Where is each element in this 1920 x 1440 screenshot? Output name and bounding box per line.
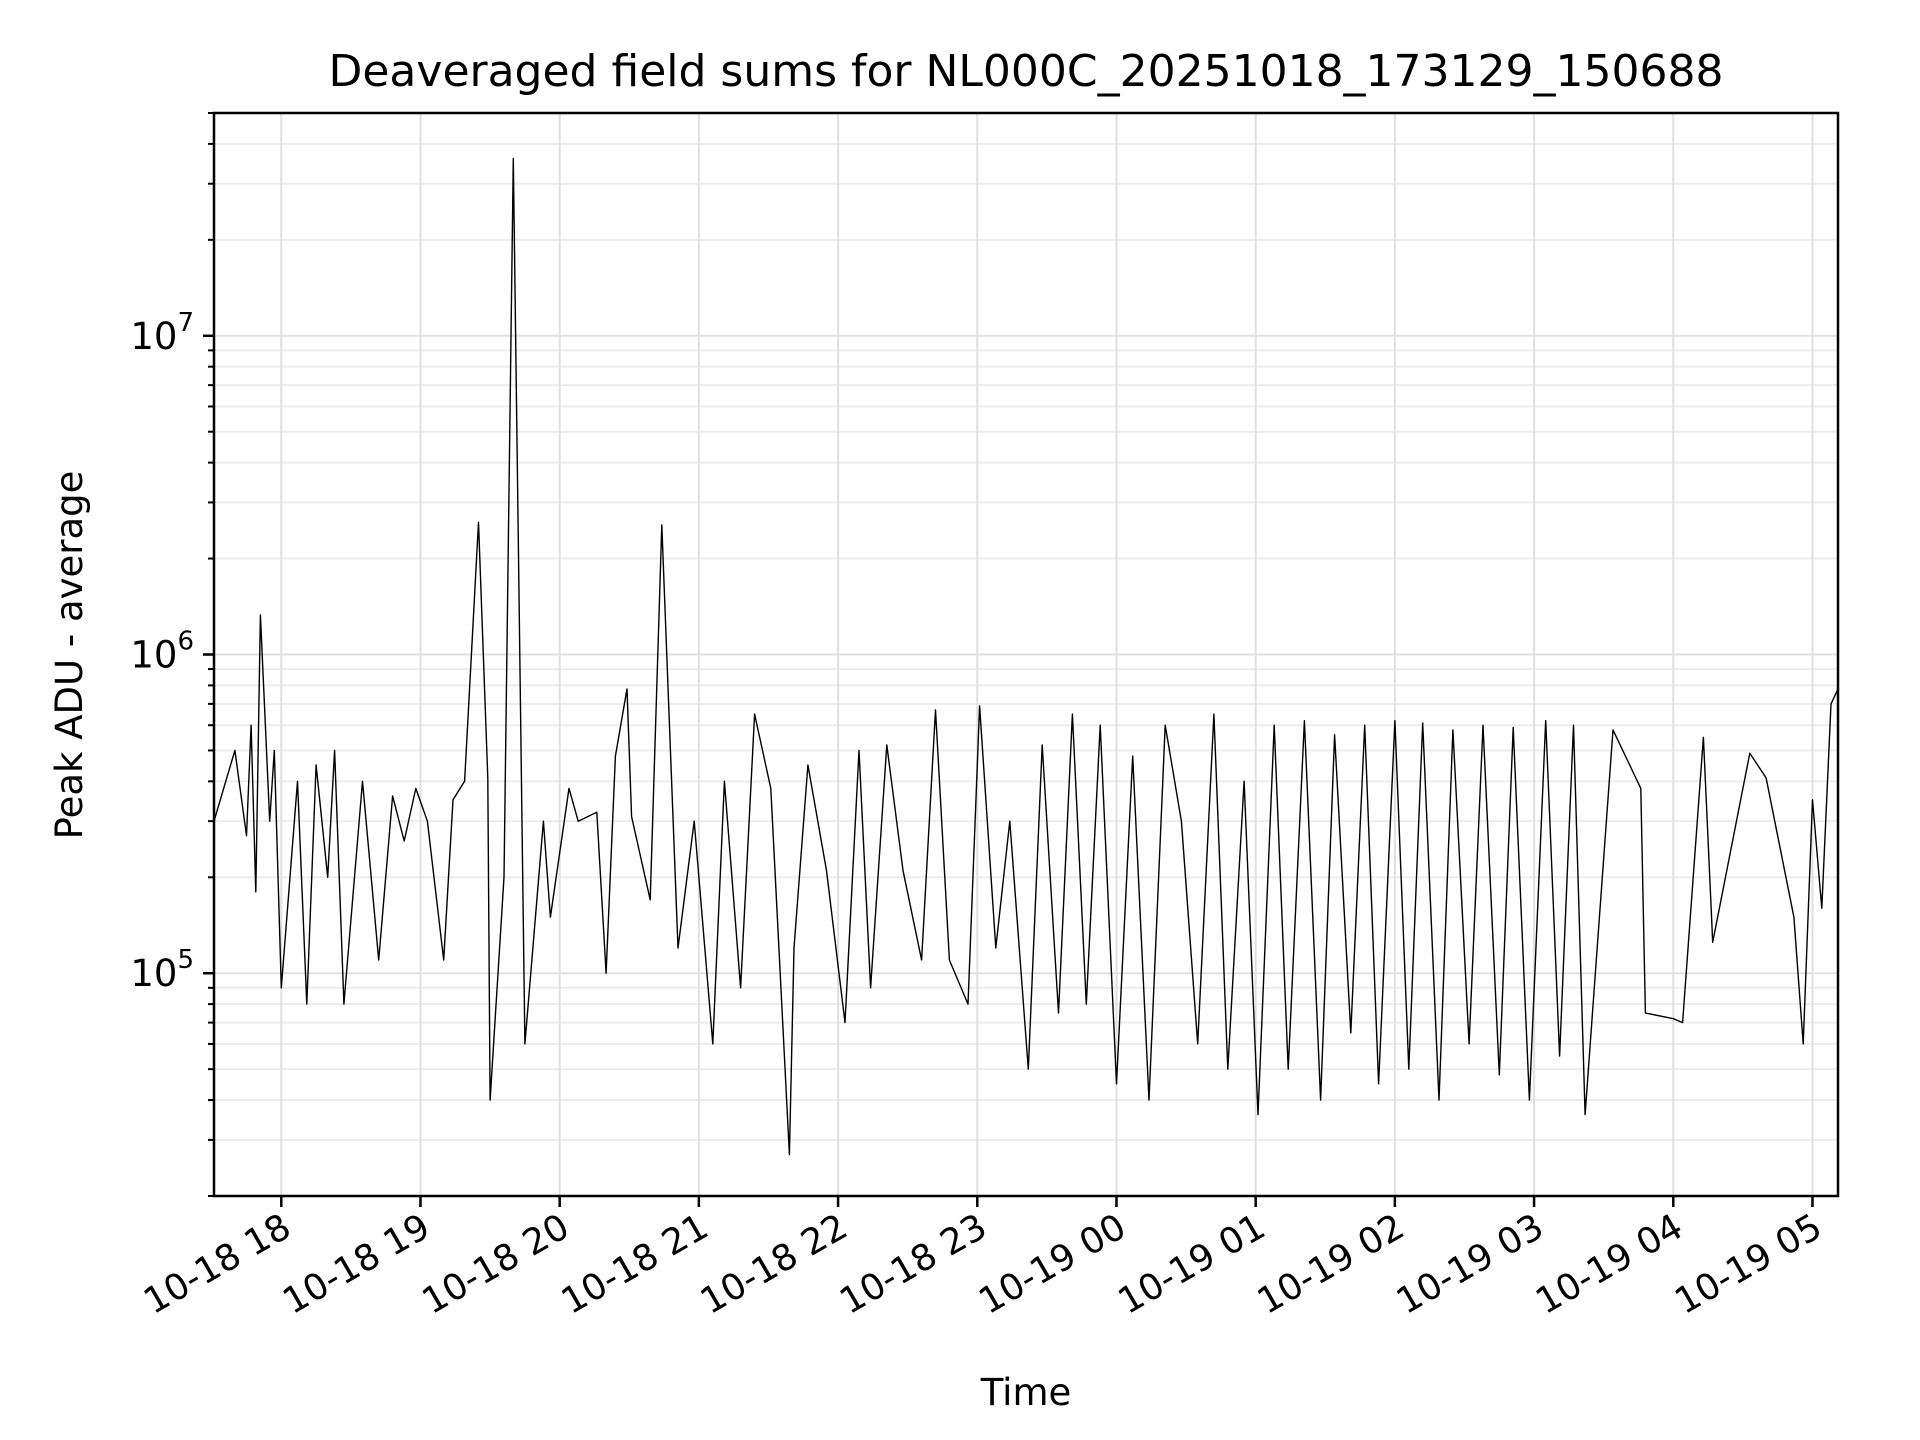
y-axis-label: Peak ADU - average <box>48 471 91 840</box>
x-tick-label: 10-18 18 <box>137 1206 298 1322</box>
x-tick-label: 10-19 02 <box>1251 1206 1412 1322</box>
x-tick-label: 10-19 05 <box>1668 1206 1829 1322</box>
x-tick-label: 10-19 03 <box>1390 1206 1551 1322</box>
x-tick-label: 10-18 22 <box>694 1206 855 1322</box>
x-tick-label: 10-19 01 <box>1112 1206 1273 1322</box>
y-tick-label: 105 <box>130 945 194 995</box>
x-axis-label: Time <box>980 1371 1072 1414</box>
y-tick-label: 106 <box>130 627 194 677</box>
x-tick-label: 10-19 04 <box>1529 1206 1690 1322</box>
x-tick-label: 10-19 00 <box>972 1206 1133 1322</box>
y-tick-label: 107 <box>130 308 194 358</box>
x-tick-label: 10-18 23 <box>833 1206 994 1322</box>
data-layer <box>213 157 1839 1156</box>
x-tick-label: 10-18 21 <box>555 1206 716 1322</box>
data-series-line <box>213 157 1839 1156</box>
grid <box>214 112 1838 1197</box>
x-tick-label: 10-18 19 <box>276 1206 437 1322</box>
chart-title: Deaveraged field sums for NL000C_2025101… <box>328 46 1723 97</box>
x-tick-label: 10-18 20 <box>416 1206 577 1322</box>
